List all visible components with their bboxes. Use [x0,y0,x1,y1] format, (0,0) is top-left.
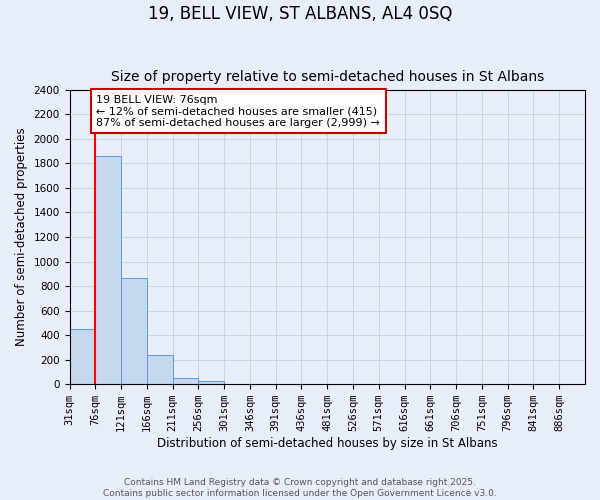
Bar [70,329,95,384]
X-axis label: Distribution of semi-detached houses by size in St Albans: Distribution of semi-detached houses by … [157,437,497,450]
Title: Size of property relative to semi-detached houses in St Albans: Size of property relative to semi-detach… [110,70,544,85]
Y-axis label: Number of semi-detached properties: Number of semi-detached properties [15,128,28,346]
Bar [147,355,173,384]
Text: Contains HM Land Registry data © Crown copyright and database right 2025.
Contai: Contains HM Land Registry data © Crown c… [103,478,497,498]
Bar [121,278,147,384]
Text: 19 BELL VIEW: 76sqm
← 12% of semi-detached houses are smaller (415)
87% of semi-: 19 BELL VIEW: 76sqm ← 12% of semi-detach… [97,94,380,128]
Bar [95,156,121,384]
Bar [199,380,224,384]
Text: 19, BELL VIEW, ST ALBANS, AL4 0SQ: 19, BELL VIEW, ST ALBANS, AL4 0SQ [148,5,452,23]
Bar [173,378,199,384]
